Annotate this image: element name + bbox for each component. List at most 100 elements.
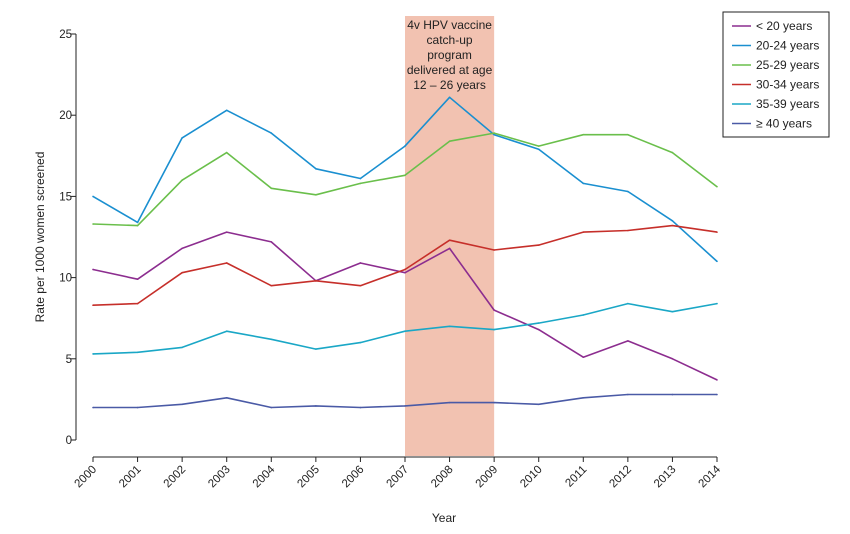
x-tick-label: 2001 bbox=[117, 464, 144, 491]
data-point bbox=[404, 330, 406, 332]
data-point bbox=[716, 260, 718, 263]
data-point bbox=[404, 268, 406, 271]
data-point bbox=[537, 145, 540, 147]
y-tick-label: 20 bbox=[59, 110, 72, 122]
x-tick-label: 2000 bbox=[73, 464, 100, 491]
data-point bbox=[181, 271, 183, 274]
x-tick-label: 2002 bbox=[162, 464, 189, 491]
data-point bbox=[359, 177, 362, 180]
data-point bbox=[359, 284, 362, 287]
data-point bbox=[92, 195, 94, 198]
y-tick-label: 5 bbox=[66, 354, 72, 366]
data-point bbox=[582, 396, 585, 399]
legend-label: < 20 years bbox=[756, 19, 812, 33]
data-point bbox=[448, 247, 451, 250]
data-point bbox=[582, 182, 585, 185]
x-tick-label: 2006 bbox=[340, 464, 367, 491]
legend-label: 35-39 years bbox=[756, 97, 819, 111]
data-point bbox=[270, 187, 273, 190]
data-point bbox=[315, 405, 317, 407]
vaccine-band-label: 4v HPV vaccine catch-up program delivered a… bbox=[407, 18, 493, 92]
data-point bbox=[181, 137, 183, 139]
data-point bbox=[270, 284, 273, 287]
data-point bbox=[716, 379, 718, 381]
y-tick-label: 25 bbox=[59, 29, 72, 41]
data-point bbox=[136, 406, 139, 409]
data-point bbox=[537, 328, 540, 331]
y-axis-ticks: 0 5 10 15 20 25 bbox=[59, 29, 76, 447]
data-point bbox=[716, 302, 718, 305]
data-point bbox=[537, 403, 540, 406]
legend-box bbox=[722, 11, 830, 138]
axes bbox=[75, 34, 717, 458]
data-point bbox=[582, 231, 585, 233]
data-point bbox=[627, 229, 629, 232]
data-point bbox=[92, 353, 94, 355]
data-point bbox=[92, 223, 94, 225]
data-point bbox=[493, 401, 495, 404]
vaccine-program-band: 4v HPV vaccine catch-up program delivered a… bbox=[405, 16, 495, 456]
data-point bbox=[315, 280, 317, 282]
legend-label: 20-24 years bbox=[756, 39, 819, 53]
data-point bbox=[136, 224, 139, 227]
vaccine-band-label-line: 12 – 26 years bbox=[413, 78, 486, 92]
data-point bbox=[671, 151, 674, 154]
data-point bbox=[315, 193, 317, 196]
data-point bbox=[225, 262, 228, 264]
data-point bbox=[359, 406, 362, 409]
data-point bbox=[671, 224, 674, 227]
x-tick-label: 2008 bbox=[429, 464, 456, 491]
data-point bbox=[493, 132, 495, 134]
data-point bbox=[716, 393, 718, 396]
data-point bbox=[136, 221, 139, 224]
data-point bbox=[448, 401, 451, 404]
vaccine-band-label-line: catch-up bbox=[427, 33, 473, 47]
data-point bbox=[448, 239, 451, 242]
data-point bbox=[315, 348, 317, 350]
vaccine-band-label-line: delivered at age bbox=[407, 63, 493, 77]
vaccine-band-rect bbox=[405, 16, 495, 456]
data-point bbox=[671, 310, 674, 313]
data-point bbox=[627, 190, 629, 193]
data-point bbox=[136, 302, 139, 305]
data-point bbox=[136, 278, 139, 281]
data-point bbox=[537, 244, 540, 246]
data-point bbox=[359, 262, 362, 264]
data-point bbox=[404, 174, 406, 177]
data-point bbox=[181, 403, 183, 406]
data-point bbox=[627, 393, 629, 396]
y-tick-label: 10 bbox=[59, 273, 72, 285]
data-point bbox=[493, 133, 495, 136]
y-axis-label: Rate per 1000 women screened bbox=[33, 152, 47, 323]
data-point bbox=[359, 341, 362, 344]
x-axis-label: Year bbox=[432, 511, 456, 525]
data-point bbox=[582, 314, 585, 316]
data-point bbox=[404, 145, 406, 147]
series-lines bbox=[92, 96, 718, 409]
data-point bbox=[181, 179, 183, 181]
x-axis-ticks: 2000 2001 2002 2003 2004 2005 2006 2007 2008 2009… bbox=[73, 457, 724, 490]
data-point bbox=[92, 304, 94, 307]
data-point bbox=[225, 151, 228, 154]
data-point bbox=[671, 219, 674, 222]
data-point bbox=[493, 309, 495, 311]
data-point bbox=[671, 393, 674, 396]
data-point bbox=[92, 406, 94, 409]
data-point bbox=[225, 330, 228, 332]
legend-label: 25-29 years bbox=[756, 58, 819, 72]
data-point bbox=[404, 405, 406, 407]
vaccine-band-label-line: program bbox=[427, 48, 472, 62]
vaccine-band-label-line: 4v HPV vaccine bbox=[407, 18, 492, 32]
data-point bbox=[627, 340, 629, 342]
data-point bbox=[627, 302, 629, 305]
x-tick-label: 2010 bbox=[518, 464, 545, 491]
x-tick-label: 2012 bbox=[607, 464, 634, 491]
data-point bbox=[582, 133, 585, 136]
x-tick-label: 2014 bbox=[697, 463, 724, 490]
x-tick-label: 2005 bbox=[295, 464, 322, 491]
data-point bbox=[315, 167, 317, 170]
data-point bbox=[270, 338, 273, 341]
data-point bbox=[716, 185, 718, 188]
x-tick-label: 2009 bbox=[474, 464, 501, 491]
